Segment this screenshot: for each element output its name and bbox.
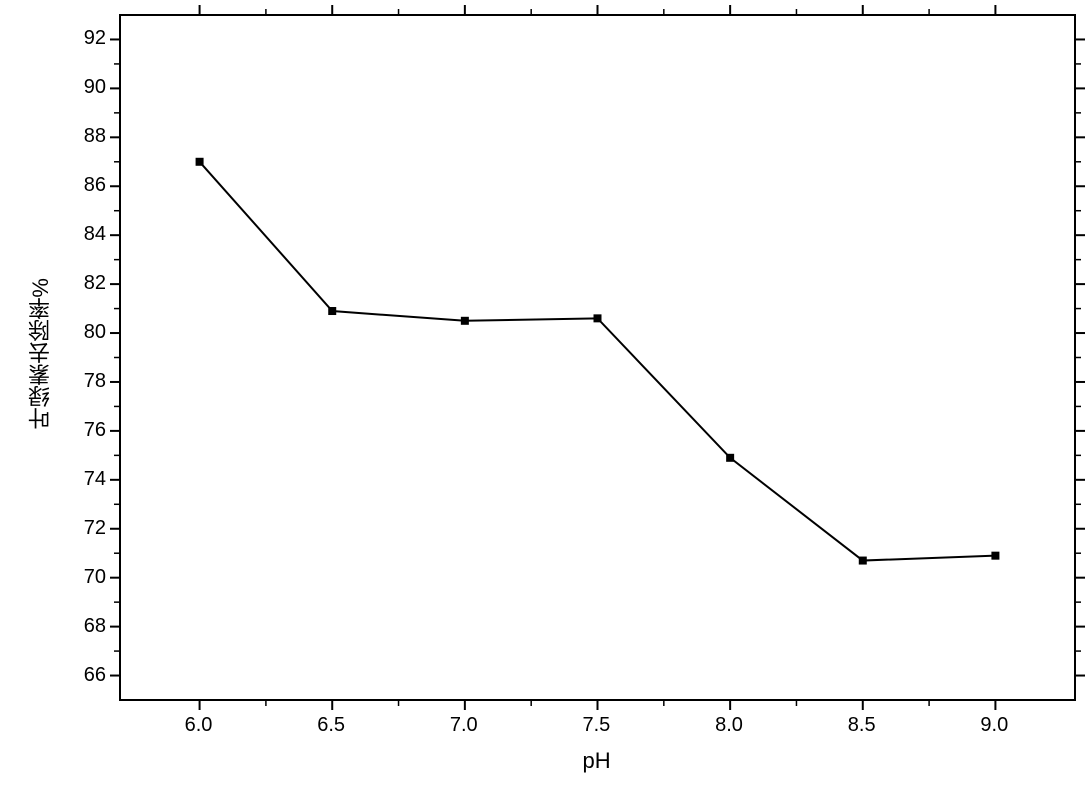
x-tick-label: 9.0: [980, 714, 1008, 737]
x-tick-label: 7.0: [450, 714, 478, 737]
x-tick-label: 8.5: [848, 714, 876, 737]
y-tick-label: 72: [84, 517, 106, 540]
y-tick-label: 92: [84, 27, 106, 50]
y-tick-label: 74: [84, 468, 106, 491]
x-tick-label: 8.0: [715, 714, 743, 737]
y-tick-label: 66: [84, 664, 106, 687]
x-tick-label: 6.0: [185, 714, 213, 737]
y-axis-label: 叶绿素去除率%: [25, 278, 57, 430]
y-tick-label: 82: [84, 272, 106, 295]
y-tick-label: 68: [84, 615, 106, 638]
chart-container: 6.0 6.5 7.0 7.5 8.0 8.5 9.0 66 68 70 72 74 76 78 80 82 8…: [0, 0, 1091, 797]
x-tick-label: 7.5: [583, 714, 611, 737]
y-tick-label: 90: [84, 76, 106, 99]
y-tick-label: 76: [84, 419, 106, 442]
y-tick-label: 84: [84, 223, 106, 246]
y-tick-label: 86: [84, 174, 106, 197]
x-tick-label: 6.5: [317, 714, 345, 737]
x-axis-label: pH: [583, 748, 611, 774]
y-tick-label: 78: [84, 370, 106, 393]
chart-svg: [0, 0, 1091, 797]
y-tick-label: 80: [84, 321, 106, 344]
y-tick-label: 88: [84, 125, 106, 148]
y-tick-label: 70: [84, 566, 106, 589]
